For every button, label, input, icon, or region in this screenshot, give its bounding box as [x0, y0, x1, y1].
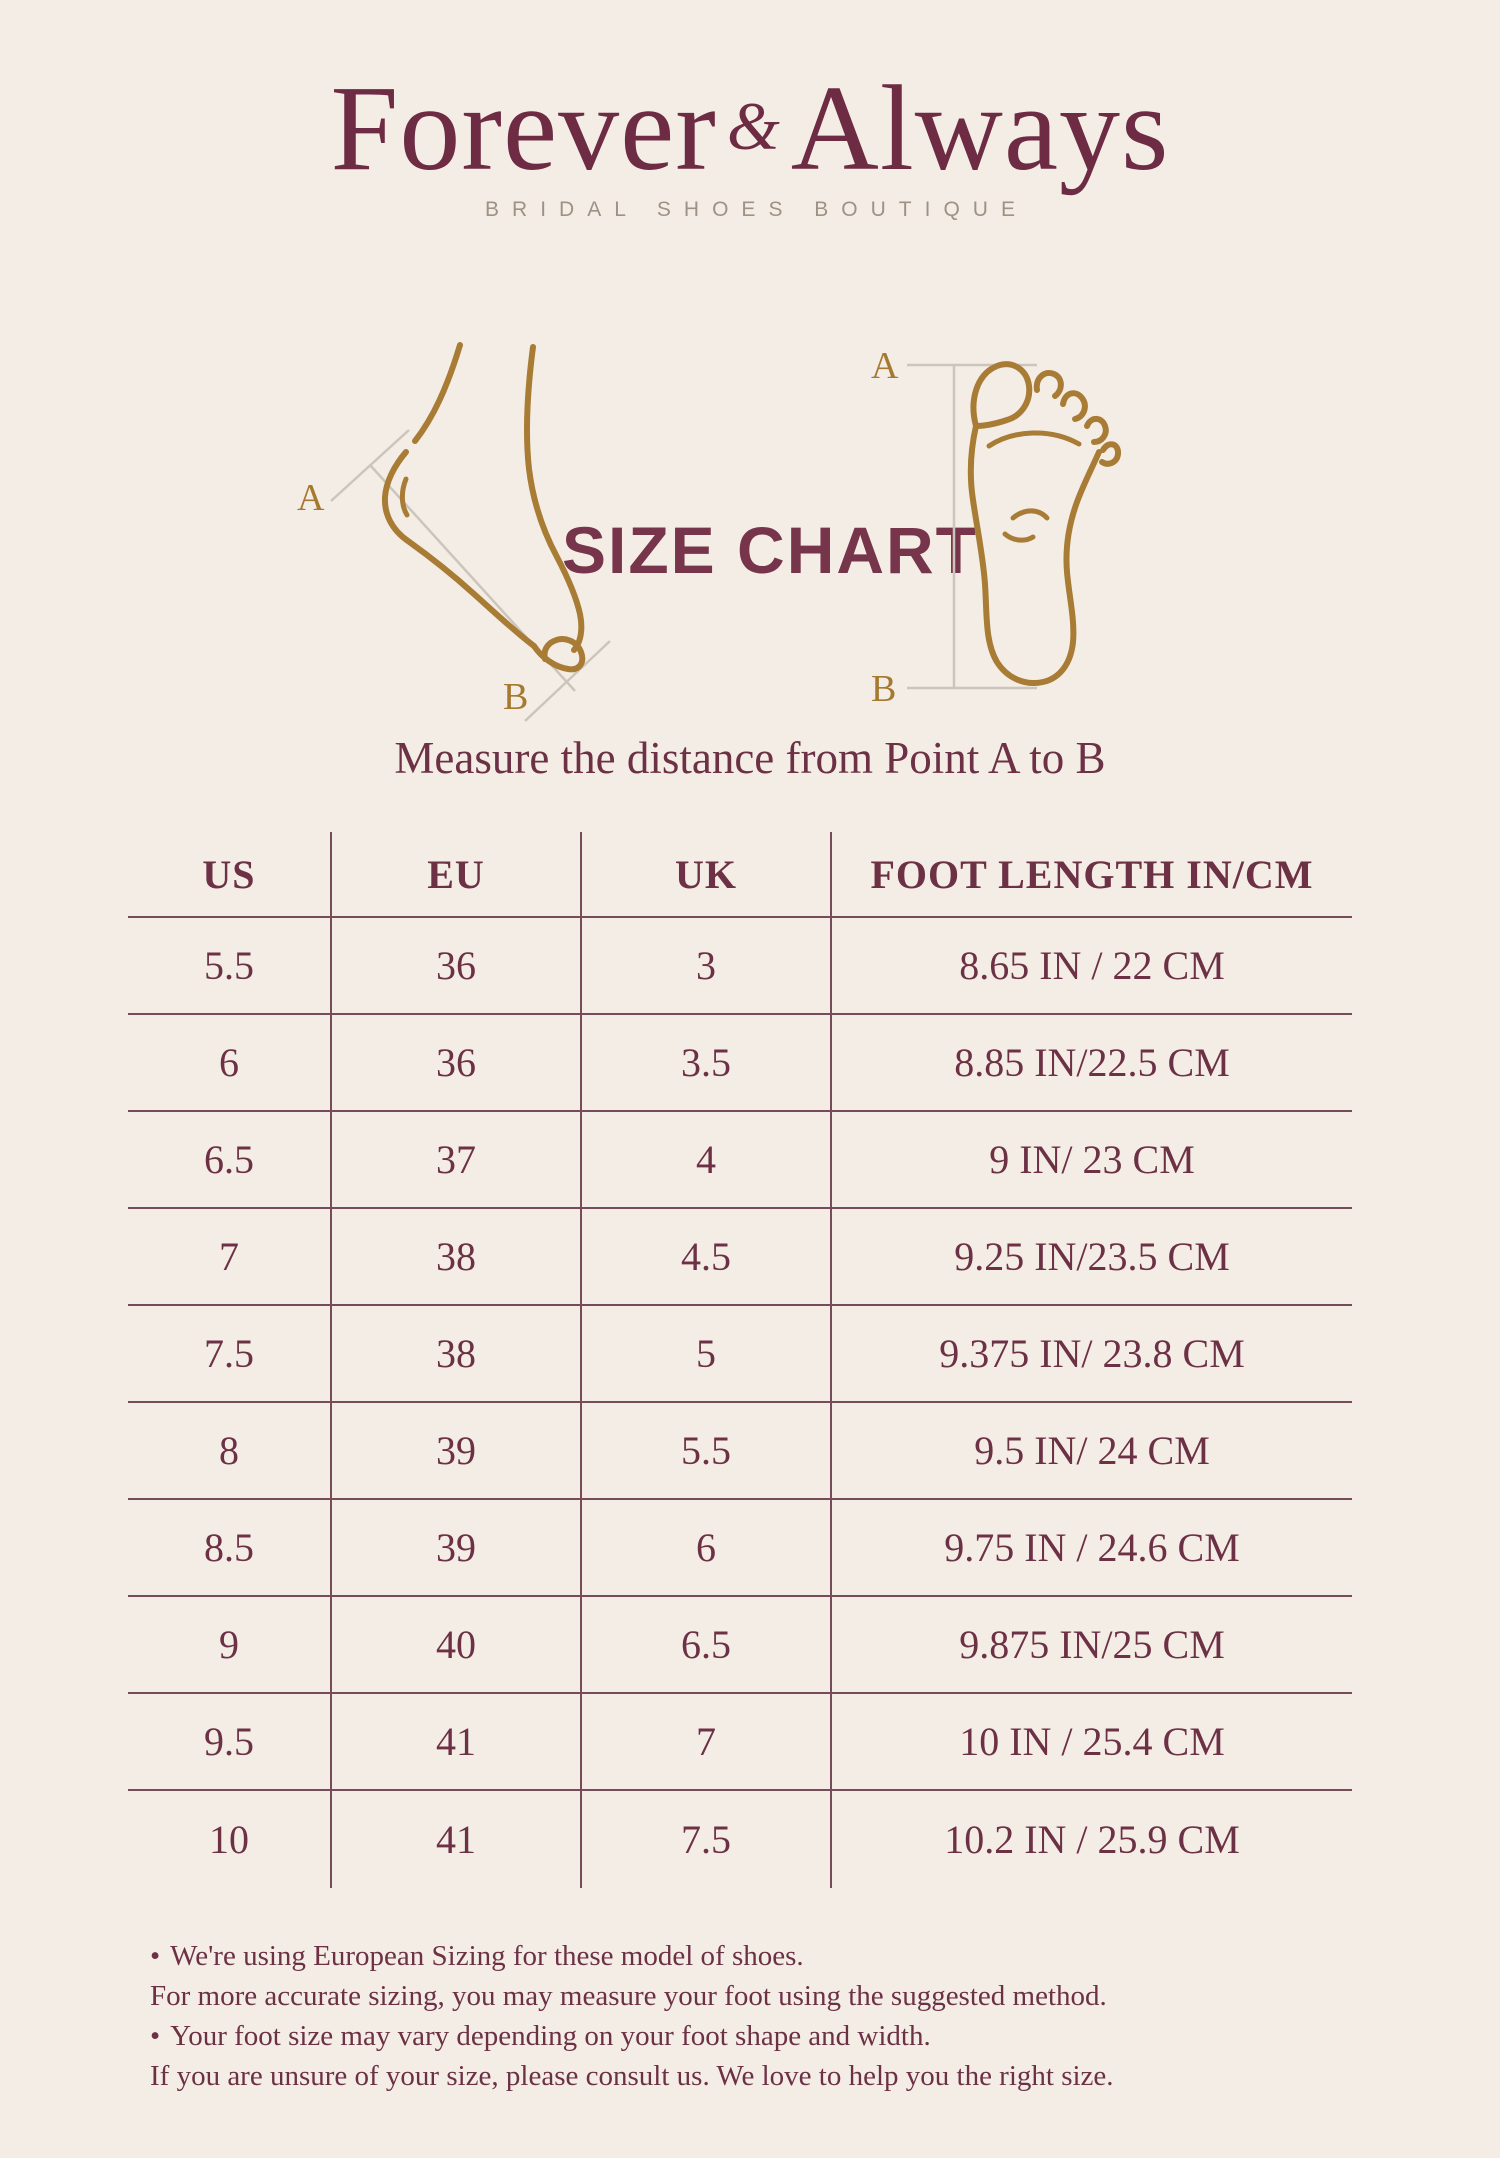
note-line: For more accurate sizing, you may measur…	[150, 1976, 1410, 2016]
us-cell: 8.5	[128, 1500, 332, 1597]
us-cell: 7	[128, 1209, 332, 1306]
us-cell: 5.5	[128, 918, 332, 1015]
us-cell: 10	[128, 1791, 332, 1888]
eu-cell: 40	[332, 1597, 582, 1694]
uk-cell: 3	[582, 918, 832, 1015]
header-foot-length: FOOT LENGTH IN/CM	[832, 832, 1352, 918]
brand-header: Forever & Always BRIDAL SHOES BOUTIQUE	[0, 61, 1500, 222]
eu-cell: 38	[332, 1209, 582, 1306]
eu-cell: 38	[332, 1306, 582, 1403]
sole-foot-outline	[967, 361, 1122, 686]
bullet: •	[150, 2020, 161, 2052]
uk-cell: 7.5	[582, 1791, 832, 1888]
length-cell: 10 IN / 25.4 CM	[832, 1694, 1352, 1791]
side-foot-illustration: A B	[297, 342, 611, 722]
us-cell: 9.5	[128, 1694, 332, 1791]
size-table: US EU UK FOOT LENGTH IN/CM 5.5 36 3 8.65…	[128, 832, 1352, 1888]
header-us: US	[128, 832, 332, 918]
length-cell: 8.65 IN / 22 CM	[832, 918, 1352, 1015]
eu-cell: 36	[332, 1015, 582, 1112]
length-cell: 9.875 IN/25 CM	[832, 1597, 1352, 1694]
length-cell: 9.25 IN/23.5 CM	[832, 1209, 1352, 1306]
eu-cell: 37	[332, 1112, 582, 1209]
us-cell: 6.5	[128, 1112, 332, 1209]
header-uk: UK	[582, 832, 832, 918]
sole-foot-illustration: A B	[871, 345, 1122, 708]
us-cell: 6	[128, 1015, 332, 1112]
eu-cell: 39	[332, 1500, 582, 1597]
eu-cell: 39	[332, 1403, 582, 1500]
brand-name-second: Always	[790, 61, 1170, 196]
sole-point-b-label: B	[871, 668, 896, 708]
side-point-b-label: B	[503, 676, 528, 718]
sizing-notes: • We're using European Sizing for these m…	[150, 1936, 1410, 2096]
length-cell: 9.375 IN/ 23.8 CM	[832, 1306, 1352, 1403]
note-text: If you are unsure of your size, please c…	[150, 2060, 1114, 2092]
header-eu: EU	[332, 832, 582, 918]
side-point-a-label: A	[297, 477, 325, 519]
brand-ampersand: &	[726, 88, 781, 164]
uk-cell: 4.5	[582, 1209, 832, 1306]
note-line: • We're using European Sizing for these m…	[150, 1936, 1410, 1976]
uk-cell: 6	[582, 1500, 832, 1597]
us-cell: 9	[128, 1597, 332, 1694]
bullet: •	[150, 1940, 161, 1972]
length-cell: 9.75 IN / 24.6 CM	[832, 1500, 1352, 1597]
note-text: We're using European Sizing for these mo…	[170, 1940, 804, 1972]
note-line: If you are unsure of your size, please c…	[150, 2056, 1410, 2096]
note-text: Your foot size may vary depending on you…	[170, 2020, 931, 2052]
length-cell: 10.2 IN / 25.9 CM	[944, 1817, 1240, 1862]
us-cell: 7.5	[128, 1306, 332, 1403]
size-chart-title: SIZE CHART	[562, 513, 978, 587]
us-cell: 8	[128, 1403, 332, 1500]
side-foot-outline	[381, 342, 586, 673]
sole-point-a-label: A	[871, 345, 899, 387]
uk-cell: 5.5	[582, 1403, 832, 1500]
eu-cell: 41	[332, 1694, 582, 1791]
brand-name-first: Forever	[330, 61, 717, 196]
uk-cell: 4	[582, 1112, 832, 1209]
uk-cell: 7	[582, 1694, 832, 1791]
eu-cell: 41	[332, 1791, 582, 1888]
length-cell: 8.85 IN/22.5 CM	[832, 1015, 1352, 1112]
eu-cell: 36	[332, 918, 582, 1015]
uk-cell: 3.5	[582, 1015, 832, 1112]
length-cell: 9 IN/ 23 CM	[832, 1112, 1352, 1209]
brand-tagline: BRIDAL SHOES BOUTIQUE	[485, 198, 1028, 222]
note-text: For more accurate sizing, you may measur…	[150, 1980, 1107, 2012]
brand-logo: Forever & Always	[0, 61, 1500, 196]
length-cell: 9.5 IN/ 24 CM	[832, 1403, 1352, 1500]
measurement-instruction: Measure the distance from Point A to B	[394, 733, 1106, 783]
note-line: • Your foot size may vary depending on yo…	[150, 2016, 1410, 2056]
uk-cell: 6.5	[582, 1597, 832, 1694]
uk-cell: 5	[582, 1306, 832, 1403]
